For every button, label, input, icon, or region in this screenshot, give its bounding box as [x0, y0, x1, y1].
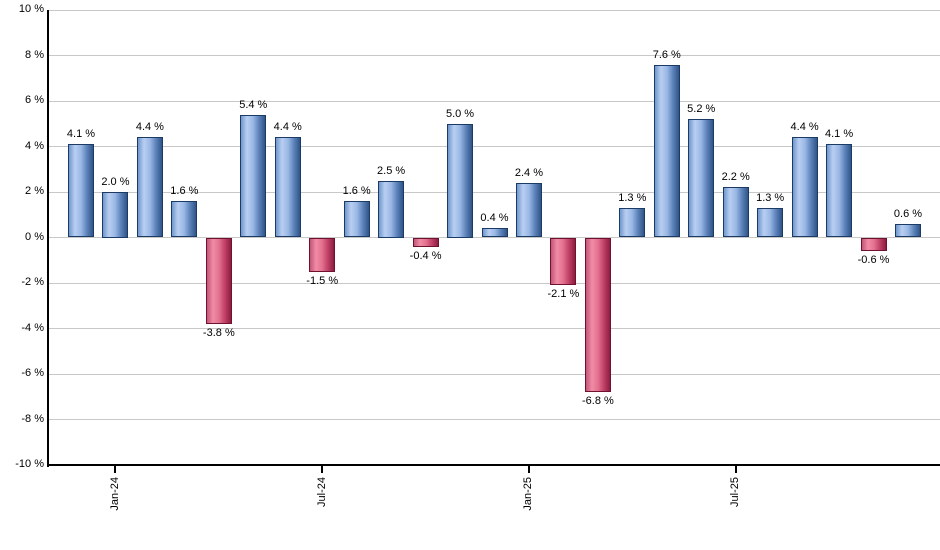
x-axis-tick: [114, 465, 117, 473]
y-gridline: [48, 146, 940, 147]
y-gridline: [48, 373, 940, 375]
chart-bar-Dec-24: [481, 228, 508, 238]
y-axis-tick-label: -10 %: [15, 458, 44, 470]
y-axis-tick-label: 6 %: [25, 94, 44, 106]
y-axis-tick-label: 0 %: [25, 230, 44, 243]
bar-value-label: 7.6 %: [652, 48, 681, 61]
x-axis-tick-label: Jan-25: [522, 477, 535, 511]
y-axis-tick-label: 4 %: [25, 139, 44, 152]
y-axis-tick-label: -6 %: [21, 367, 44, 379]
bar-value-label: 5.2 %: [687, 103, 716, 116]
chart-bar-Jul-25: [722, 187, 749, 238]
chart-bar-Jan-24: [102, 192, 129, 238]
y-axis-tick-label: -2 %: [21, 276, 44, 288]
chart-bar-May-25: [653, 64, 680, 238]
chart-bar-Nov-25: [860, 237, 887, 252]
bar-value-label: 0.4 %: [480, 212, 509, 225]
y-gridline: [48, 55, 940, 56]
chart-bar-Jul-24: [309, 237, 336, 272]
y-gridline: [48, 100, 940, 102]
chart-bar-Nov-24: [447, 123, 474, 238]
bar-value-label: 2.5 %: [377, 164, 406, 177]
y-gridline: [48, 419, 940, 420]
bar-value-label: -1.5 %: [306, 274, 339, 287]
chart-bar-Mar-25: [584, 237, 611, 393]
chart-bar-Aug-24: [343, 201, 370, 238]
chart-bar-Apr-25: [619, 207, 646, 238]
y-axis-tick-label: 8 %: [25, 48, 44, 61]
chart-bar-Feb-24: [136, 137, 163, 238]
chart-bar-May-24: [240, 114, 267, 238]
x-axis-tick-label: Jan-24: [108, 477, 121, 511]
chart-bar-Mar-24: [171, 201, 198, 238]
chart-bar-Apr-24: [205, 237, 232, 324]
y-gridline: [48, 282, 940, 284]
x-axis-tick-label: Jul-25: [729, 477, 742, 507]
bar-value-label: 2.2 %: [721, 171, 750, 184]
chart-bar-Oct-24: [412, 237, 439, 247]
bar-value-label: 2.0 %: [101, 176, 130, 188]
bar-value-label: 0.6 %: [893, 207, 923, 220]
chart-bar-Jan-25: [515, 182, 542, 238]
bar-value-label: 2.4 %: [514, 166, 544, 179]
bar-value-label: 4.1 %: [825, 128, 854, 141]
bar-value-label: -3.8 %: [202, 326, 235, 339]
bar-value-label: -6.8 %: [581, 395, 614, 408]
y-gridline: [48, 328, 940, 329]
bar-value-label: -0.6 %: [857, 254, 890, 267]
x-axis-tick: [734, 465, 737, 473]
y-axis-line: [47, 10, 49, 467]
y-axis-tick-label: -4 %: [21, 321, 44, 334]
bar-value-label: 1.6 %: [170, 185, 199, 198]
y-gridline: [48, 191, 940, 193]
x-axis-tick: [321, 465, 324, 473]
bar-value-label: 1.3 %: [756, 191, 785, 204]
chart-bar-Aug-25: [757, 207, 784, 238]
y-gridline: [48, 237, 940, 238]
chart-bar-Oct-25: [826, 144, 853, 238]
bar-value-label: -0.4 %: [409, 249, 442, 262]
chart-bar-Jun-24: [274, 137, 301, 238]
x-axis-tick: [527, 465, 530, 473]
bar-value-label: 1.6 %: [342, 185, 371, 198]
bar-value-label: 1.3 %: [618, 191, 647, 204]
bar-value-label: 4.1 %: [66, 128, 96, 141]
chart-bar-Sep-24: [378, 180, 405, 238]
chart-bar-Feb-25: [550, 237, 577, 286]
y-axis-tick-label: 2 %: [25, 185, 44, 197]
chart-bar-Jun-25: [688, 119, 715, 238]
bar-value-label: 5.0 %: [445, 107, 475, 120]
y-axis-tick-label: 10 %: [18, 3, 44, 15]
y-gridline: [48, 9, 940, 11]
bar-value-label: 4.4 %: [135, 121, 164, 134]
x-axis-tick-label: Jul-24: [315, 477, 328, 507]
x-axis-line: [47, 464, 940, 466]
chart-bar-Sep-25: [791, 137, 818, 238]
bar-value-label: -2.1 %: [547, 288, 580, 301]
chart-bar-Dec-25: [895, 223, 921, 238]
y-axis-tick-label: -8 %: [21, 412, 44, 425]
chart-bar-Dec-23: [68, 144, 94, 238]
bar-value-label: 4.4 %: [790, 121, 819, 134]
bar-value-label: 5.4 %: [239, 98, 268, 111]
bar-value-label: 4.4 %: [273, 121, 302, 134]
